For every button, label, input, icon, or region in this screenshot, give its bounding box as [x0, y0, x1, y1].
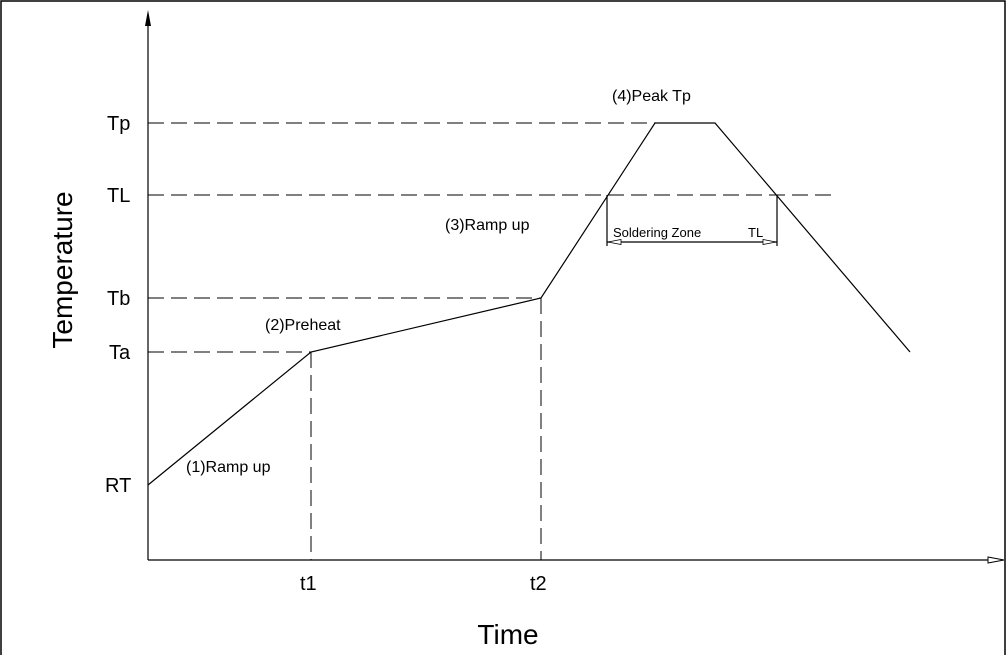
- y-axis-arrow: [145, 10, 151, 26]
- x-axis-arrow: [987, 556, 1005, 564]
- y-tick-tb: Tb: [107, 288, 130, 310]
- stage-peak: (4)Peak Tp: [612, 88, 691, 105]
- x-tick-t1: t1: [300, 573, 317, 595]
- y-tick-tl: TL: [107, 185, 130, 207]
- y-axis-title: Temperature: [47, 191, 78, 348]
- zone-left-arrow: [607, 239, 622, 245]
- zone-suffix: TL: [748, 225, 763, 240]
- y-tick-rt: RT: [105, 475, 131, 497]
- zone-label: Soldering Zone: [613, 225, 701, 240]
- y-tick-ta: Ta: [109, 342, 131, 364]
- x-tick-t2: t2: [530, 573, 547, 595]
- x-axis-title: Time: [477, 619, 538, 650]
- stage-preheat: (2)Preheat: [265, 317, 341, 334]
- stage-ramp-up-1: (1)Ramp up: [186, 459, 271, 476]
- temperature-profile-curve: [147, 122, 911, 486]
- stage-ramp-up-3: (3)Ramp up: [445, 217, 530, 234]
- zone-right-arrow: [762, 239, 777, 245]
- y-tick-tp: Tp: [107, 113, 130, 135]
